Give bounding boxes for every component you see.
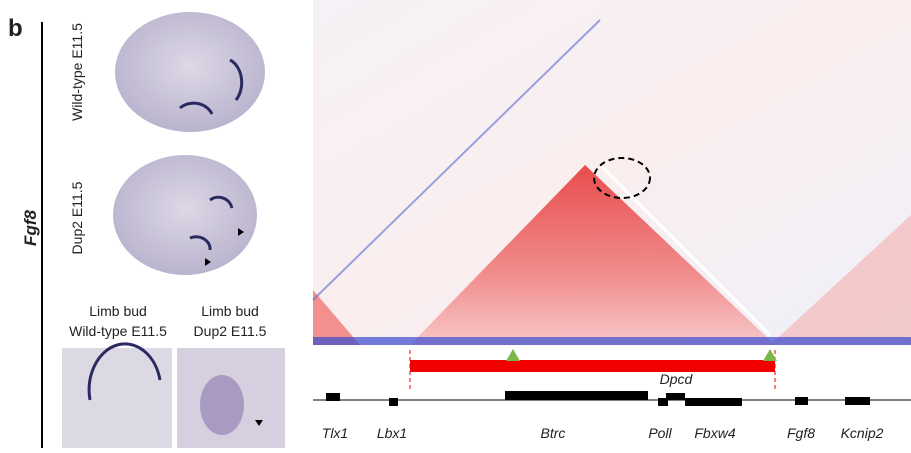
gene-label: Btrc [541,425,566,441]
gene-models [326,391,870,406]
stain [179,58,244,115]
diagonal [598,163,772,337]
limb-label: Limb bud [201,303,259,319]
diagonal [312,19,601,301]
limb-label: Wild-type E11.5 [69,323,167,339]
embryo-label: Wild-type E11.5 [69,23,85,121]
heatmap-domain [770,215,911,345]
highlight [593,157,651,199]
gene-label: Fbxw4 [694,425,735,441]
duplication-bar [410,360,775,372]
stain [189,195,234,251]
gene-label: Lbx1 [377,425,407,441]
marker [506,349,520,361]
limb-label: Dup2 E11.5 [194,323,267,339]
stain [87,342,162,401]
embryo-image [115,12,265,132]
panel-label: b [8,15,23,42]
marker [763,349,777,361]
gene-name: Fgf8 [21,210,40,246]
embryo-label: Dup2 E11.5 [69,181,85,254]
stain [200,375,244,435]
heatmap-domain [410,165,775,345]
embryo-image [113,155,257,275]
arrowhead [255,420,263,426]
heatmap-diagonal [313,337,911,345]
gene-label: Dpcd [660,371,694,387]
gene-label: Tlx1 [322,425,348,441]
gene-label: Poll [648,425,672,441]
gene-label: Kcnip2 [841,425,884,441]
limb-label: Limb bud [89,303,147,319]
heatmap-domain [313,290,360,345]
arrowhead [205,228,244,266]
gene-label: Fgf8 [787,425,815,441]
